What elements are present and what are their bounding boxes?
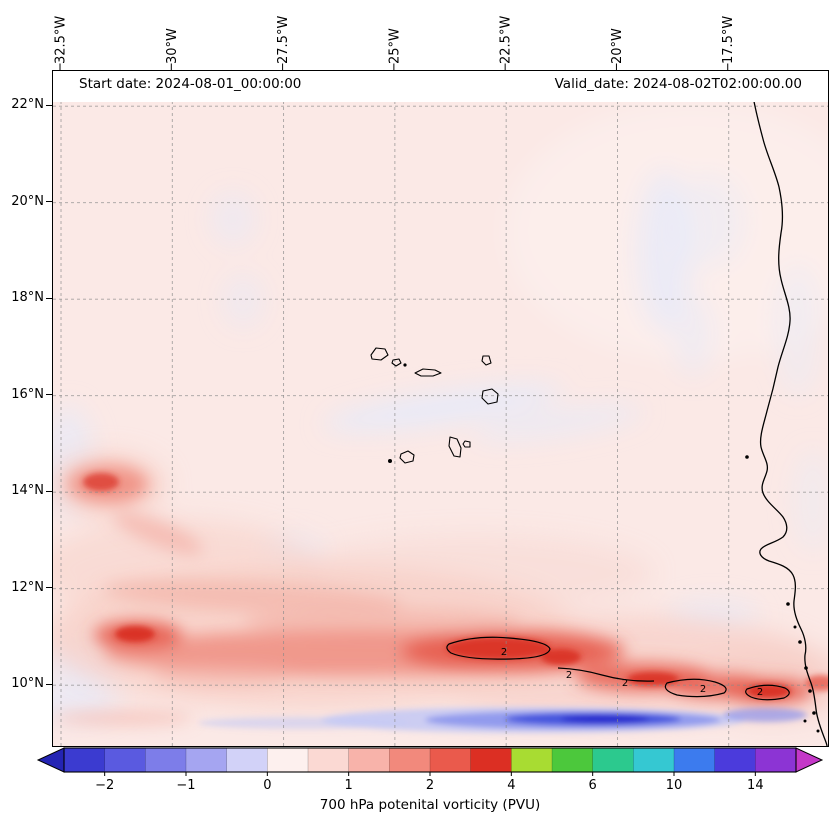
lon-tick-label: 20°W (610, 28, 625, 64)
pv-field-negative-band (198, 707, 807, 733)
gridlines (53, 71, 828, 746)
colorbar-segment (673, 747, 716, 773)
colorbar-under-arrow (36, 747, 65, 773)
colorbar: −2 −1 0 1 2 4 6 10 14 (36, 747, 824, 793)
africa-coast (748, 71, 828, 746)
lat-tick-label: 14°N (11, 483, 44, 499)
map-plot: 2 2 2 2 2 Start date: 2024-08-01_00:00:00 Va… (52, 70, 829, 747)
lat-tick (45, 297, 52, 299)
contour-label: 2 (622, 678, 628, 689)
colorbar-segment (63, 747, 106, 773)
colorbar-tick-label: 0 (263, 778, 271, 793)
contour-label: 2 (700, 684, 706, 695)
start-date-text: Start date: 2024-08-01_00:00:00 (79, 76, 302, 92)
lat-tick-label: 20°N (11, 193, 44, 209)
lat-tick (45, 587, 52, 589)
island-fogo (399, 450, 415, 464)
coastline (745, 71, 828, 746)
island-sao-nicolau (414, 368, 442, 377)
pv-contours (446, 636, 790, 701)
lat-tick (45, 490, 52, 492)
lon-tick-label: 30°W (165, 28, 180, 64)
colorbar-tick-label: 4 (507, 778, 515, 793)
island-brava (388, 459, 392, 463)
colorbar-label: 700 hPa potenital vorticity (PVU) (319, 797, 541, 813)
colorbar-segment (755, 747, 797, 773)
colorbar-tick-label: 14 (747, 778, 764, 793)
pv-field-red-cores (83, 473, 828, 698)
island-santiago (448, 436, 462, 458)
lat-tick-label: 10°N (11, 676, 44, 692)
valid-date-text: Valid_date: 2024-08-02T02:00:00.00 (554, 76, 802, 92)
colorbar-segment (348, 747, 390, 773)
island-santo-antao (370, 347, 389, 361)
colorbar-segment (429, 747, 472, 773)
contour-labels: 2 2 2 2 2 (501, 647, 763, 698)
colorbar-segment (307, 747, 350, 773)
lat-tick-label: 22°N (11, 97, 44, 113)
colorbar-segment (592, 747, 634, 773)
colorbar-segment (714, 747, 756, 773)
colorbar-tick-label: −2 (95, 778, 114, 793)
contour-label: 2 (566, 670, 572, 681)
contour-label: 2 (501, 647, 507, 658)
lat-tick-label: 12°N (11, 579, 44, 595)
colorbar-segment (185, 747, 228, 773)
date-bar: Start date: 2024-08-01_00:00:00 Valid_da… (53, 71, 828, 102)
colorbar-segment (551, 747, 594, 773)
coastal-islets (745, 455, 820, 733)
colorbar-segment (104, 747, 146, 773)
colorbar-tick-label: 1 (345, 778, 353, 793)
cape-verde-islands (370, 347, 499, 464)
colorbar-segment (470, 747, 512, 773)
colorbar-tick-label: 10 (666, 778, 683, 793)
lat-tick-label: 16°N (11, 386, 44, 402)
lat-tick (45, 104, 52, 106)
colorbar-segment (511, 747, 553, 773)
lon-tick-label: 27.5°W (276, 16, 291, 64)
lon-axis: 32.5°W 30°W 27.5°W 25°W 22.5°W 20°W 17.5°W (54, 16, 736, 70)
contour-label: 2 (757, 687, 763, 698)
lon-tick-label: 22.5°W (499, 16, 514, 64)
lon-tick-label: 17.5°W (721, 16, 736, 64)
colorbar-segment (226, 747, 268, 773)
island-sal (481, 355, 492, 366)
colorbar-segment (633, 747, 675, 773)
map-canvas: 2 2 2 2 2 (53, 71, 828, 746)
lat-tick (45, 201, 52, 203)
colorbar-over-arrow (795, 747, 824, 773)
lat-tick-label: 18°N (11, 290, 44, 306)
lon-tick-label: 32.5°W (54, 16, 69, 64)
colorbar-tick-label: 6 (589, 778, 597, 793)
island-santa-luzia (403, 363, 407, 367)
colorbar-tick-label: 2 (426, 778, 434, 793)
island-boa-vista (481, 388, 499, 405)
colorbar-tick-label: −1 (176, 778, 195, 793)
colorbar-segment (389, 747, 431, 773)
lon-tick-label: 25°W (387, 28, 402, 64)
island-sao-vicente (391, 358, 402, 367)
lat-tick (45, 683, 52, 685)
island-maio (462, 440, 471, 448)
colorbar-segment (145, 747, 187, 773)
lat-tick (45, 394, 52, 396)
colorbar-segment (267, 747, 309, 773)
